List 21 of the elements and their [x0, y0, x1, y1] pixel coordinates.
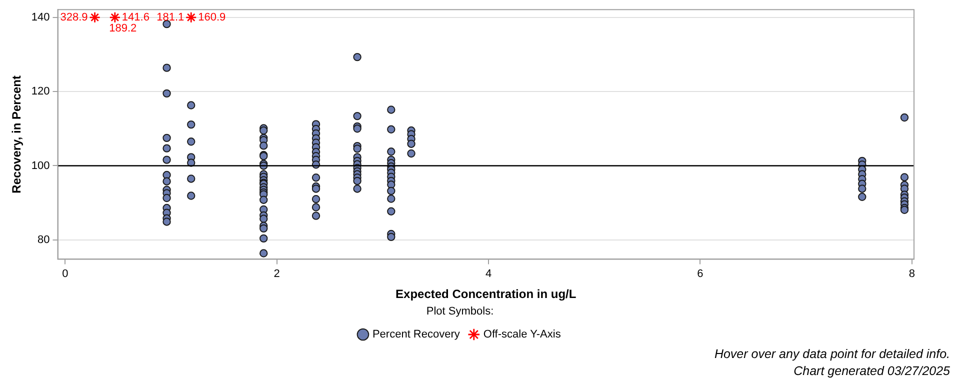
x-tick-label: 0: [62, 268, 68, 280]
text: Chart generated 03/27/2025: [792, 363, 950, 380]
x-axis-title: Expected Concentration in ug/L: [396, 286, 576, 301]
y-tick-label: 80: [38, 234, 50, 246]
legend-label: Off-scale Y-Axis: [483, 328, 562, 341]
annotation: 160.9: [198, 11, 226, 24]
y-tick-label: 120: [31, 86, 50, 98]
y-tick-label: 100: [31, 160, 50, 172]
y-tick-label: 140: [31, 11, 50, 24]
x-tick-label: 8: [908, 268, 915, 280]
x-tick-label: 6: [697, 268, 704, 280]
text: Hover over any data point for detailed info.: [714, 346, 950, 363]
legend-title: Plot Symbols:: [426, 305, 494, 318]
annotation: 189.2: [109, 22, 137, 34]
legend-label: Percent Recovery: [372, 328, 460, 341]
annotation: 181.1: [156, 11, 184, 24]
annotation: 328.9: [60, 11, 88, 24]
y-axis-title: Recovery, in Percent: [10, 75, 24, 194]
annotation: 141.6: [122, 11, 150, 24]
x-tick-label: 2: [274, 268, 280, 280]
x-tick-label: 4: [485, 268, 492, 280]
